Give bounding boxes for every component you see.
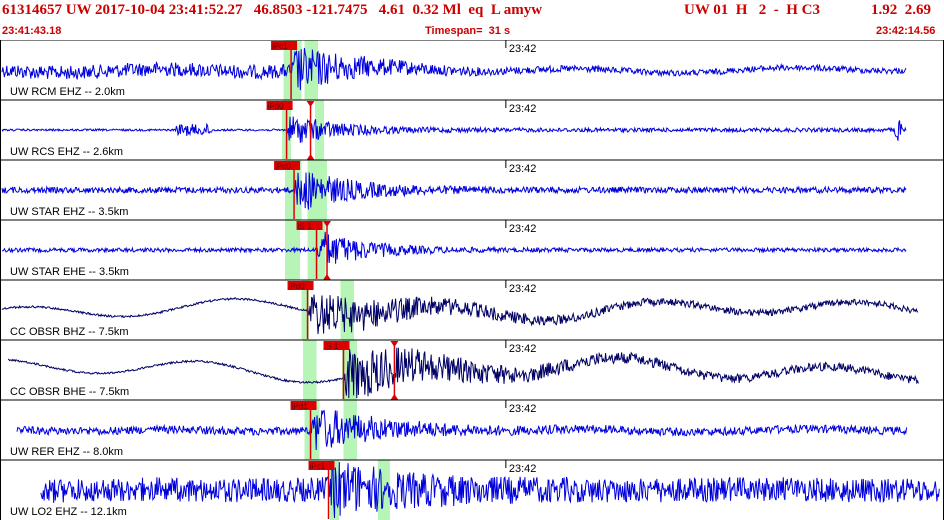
analysis-window [303,340,317,400]
trace-row: iPd0 23:42 UW RCS EHZ -- 2.6km [0,99,944,160]
pick-label: iPd0 [289,282,306,291]
trace-row: iS 1 23:42 CC OBSR BHE -- 7.5km [0,339,944,400]
event-summary: 61314657 UW 2017-10-04 23:41:52.27 46.85… [2,2,543,18]
minute-label: 23:42 [509,403,537,415]
start-time: 23:41:43.18 [2,25,62,37]
pick-marker-top [323,221,332,227]
analysis-window [377,460,390,520]
pick-marker-top [390,341,399,347]
minute-label: 23:42 [509,103,537,115]
pick-flag [274,161,301,170]
minute-label: 23:42 [509,163,537,175]
minute-label: 23:42 [509,43,537,55]
pick-label: iPc1 [310,462,326,471]
waveform [1,116,907,143]
station-label: UW STAR EHZ -- 3.5km [10,206,128,218]
waveform [1,47,907,91]
trace-row: iPc1 23:42 UW RCM EHZ -- 2.0km [0,40,944,100]
station-label: UW RCM EHZ -- 2.0km [10,86,125,98]
pick-flag [323,341,350,350]
station-label: UW LO2 EHZ -- 12.1km [10,506,127,518]
trace-row: iPd0 23:42 CC OBSR BHZ -- 7.5km [0,279,944,340]
station-label: UW STAR EHE -- 3.5km [10,266,129,278]
waveform [2,231,907,264]
pick-label: iPd1 [292,402,309,411]
pick-marker-top [306,101,315,107]
trace-row: iS 1 23:42 UW STAR EHE -- 3.5km [0,219,944,280]
pick-label: iPc1 [272,42,288,51]
pick-flag [308,461,335,470]
station-label: CC OBSR BHZ -- 7.5km [10,326,129,338]
pick-label: iS 1 [324,342,338,351]
station-label: CC OBSR BHE -- 7.5km [10,386,129,398]
waveform-canvas[interactable]: iPc1 23:42 UW RCM EHZ -- 2.0km iPd0 23:42 UW … [0,40,944,520]
magnitude-values: 1.92 2.69 [871,2,931,18]
pick-marker-bottom [306,154,315,160]
pick-marker-bottom [323,274,332,280]
end-time: 23:42:14.56 [876,25,936,37]
waveform [7,347,919,399]
pick-label: iPc0 [275,162,291,171]
pick-flag [290,401,317,410]
pick-label: iS 1 [298,222,312,231]
trace-row: iPd1 23:42 UW RER EHZ -- 8.0km [0,399,944,460]
minute-label: 23:42 [509,283,537,295]
seismogram-panel[interactable]: iPc1 23:42 UW RCM EHZ -- 2.0km iPd0 23:42 UW … [0,40,944,520]
minute-label: 23:42 [509,463,537,475]
waveform [1,294,919,335]
pick-label: iPd0 [268,102,285,111]
timespan-label: Timespan= 31 s [425,25,511,37]
station-label: UW RER EHZ -- 8.0km [10,446,123,458]
pick-flag [271,41,298,50]
minute-label: 23:42 [509,223,537,235]
trace-row: iPc1 23:42 UW LO2 EHZ -- 12.1km [0,459,944,520]
trace-row: iPc0 23:42 UW STAR EHZ -- 3.5km [0,159,944,220]
event-header: 61314657 UW 2017-10-04 23:41:52.27 46.85… [0,0,944,40]
waveform [1,172,907,210]
pick-flag [266,101,293,110]
network-info: UW 01 H 2 - H C3 [684,2,820,18]
pick-flag [296,221,323,230]
waveform [40,460,940,519]
pick-flag [287,281,314,290]
minute-label: 23:42 [509,343,537,355]
waveform [16,409,908,451]
pick-marker-bottom [390,394,399,400]
station-label: UW RCS EHZ -- 2.6km [10,146,123,158]
